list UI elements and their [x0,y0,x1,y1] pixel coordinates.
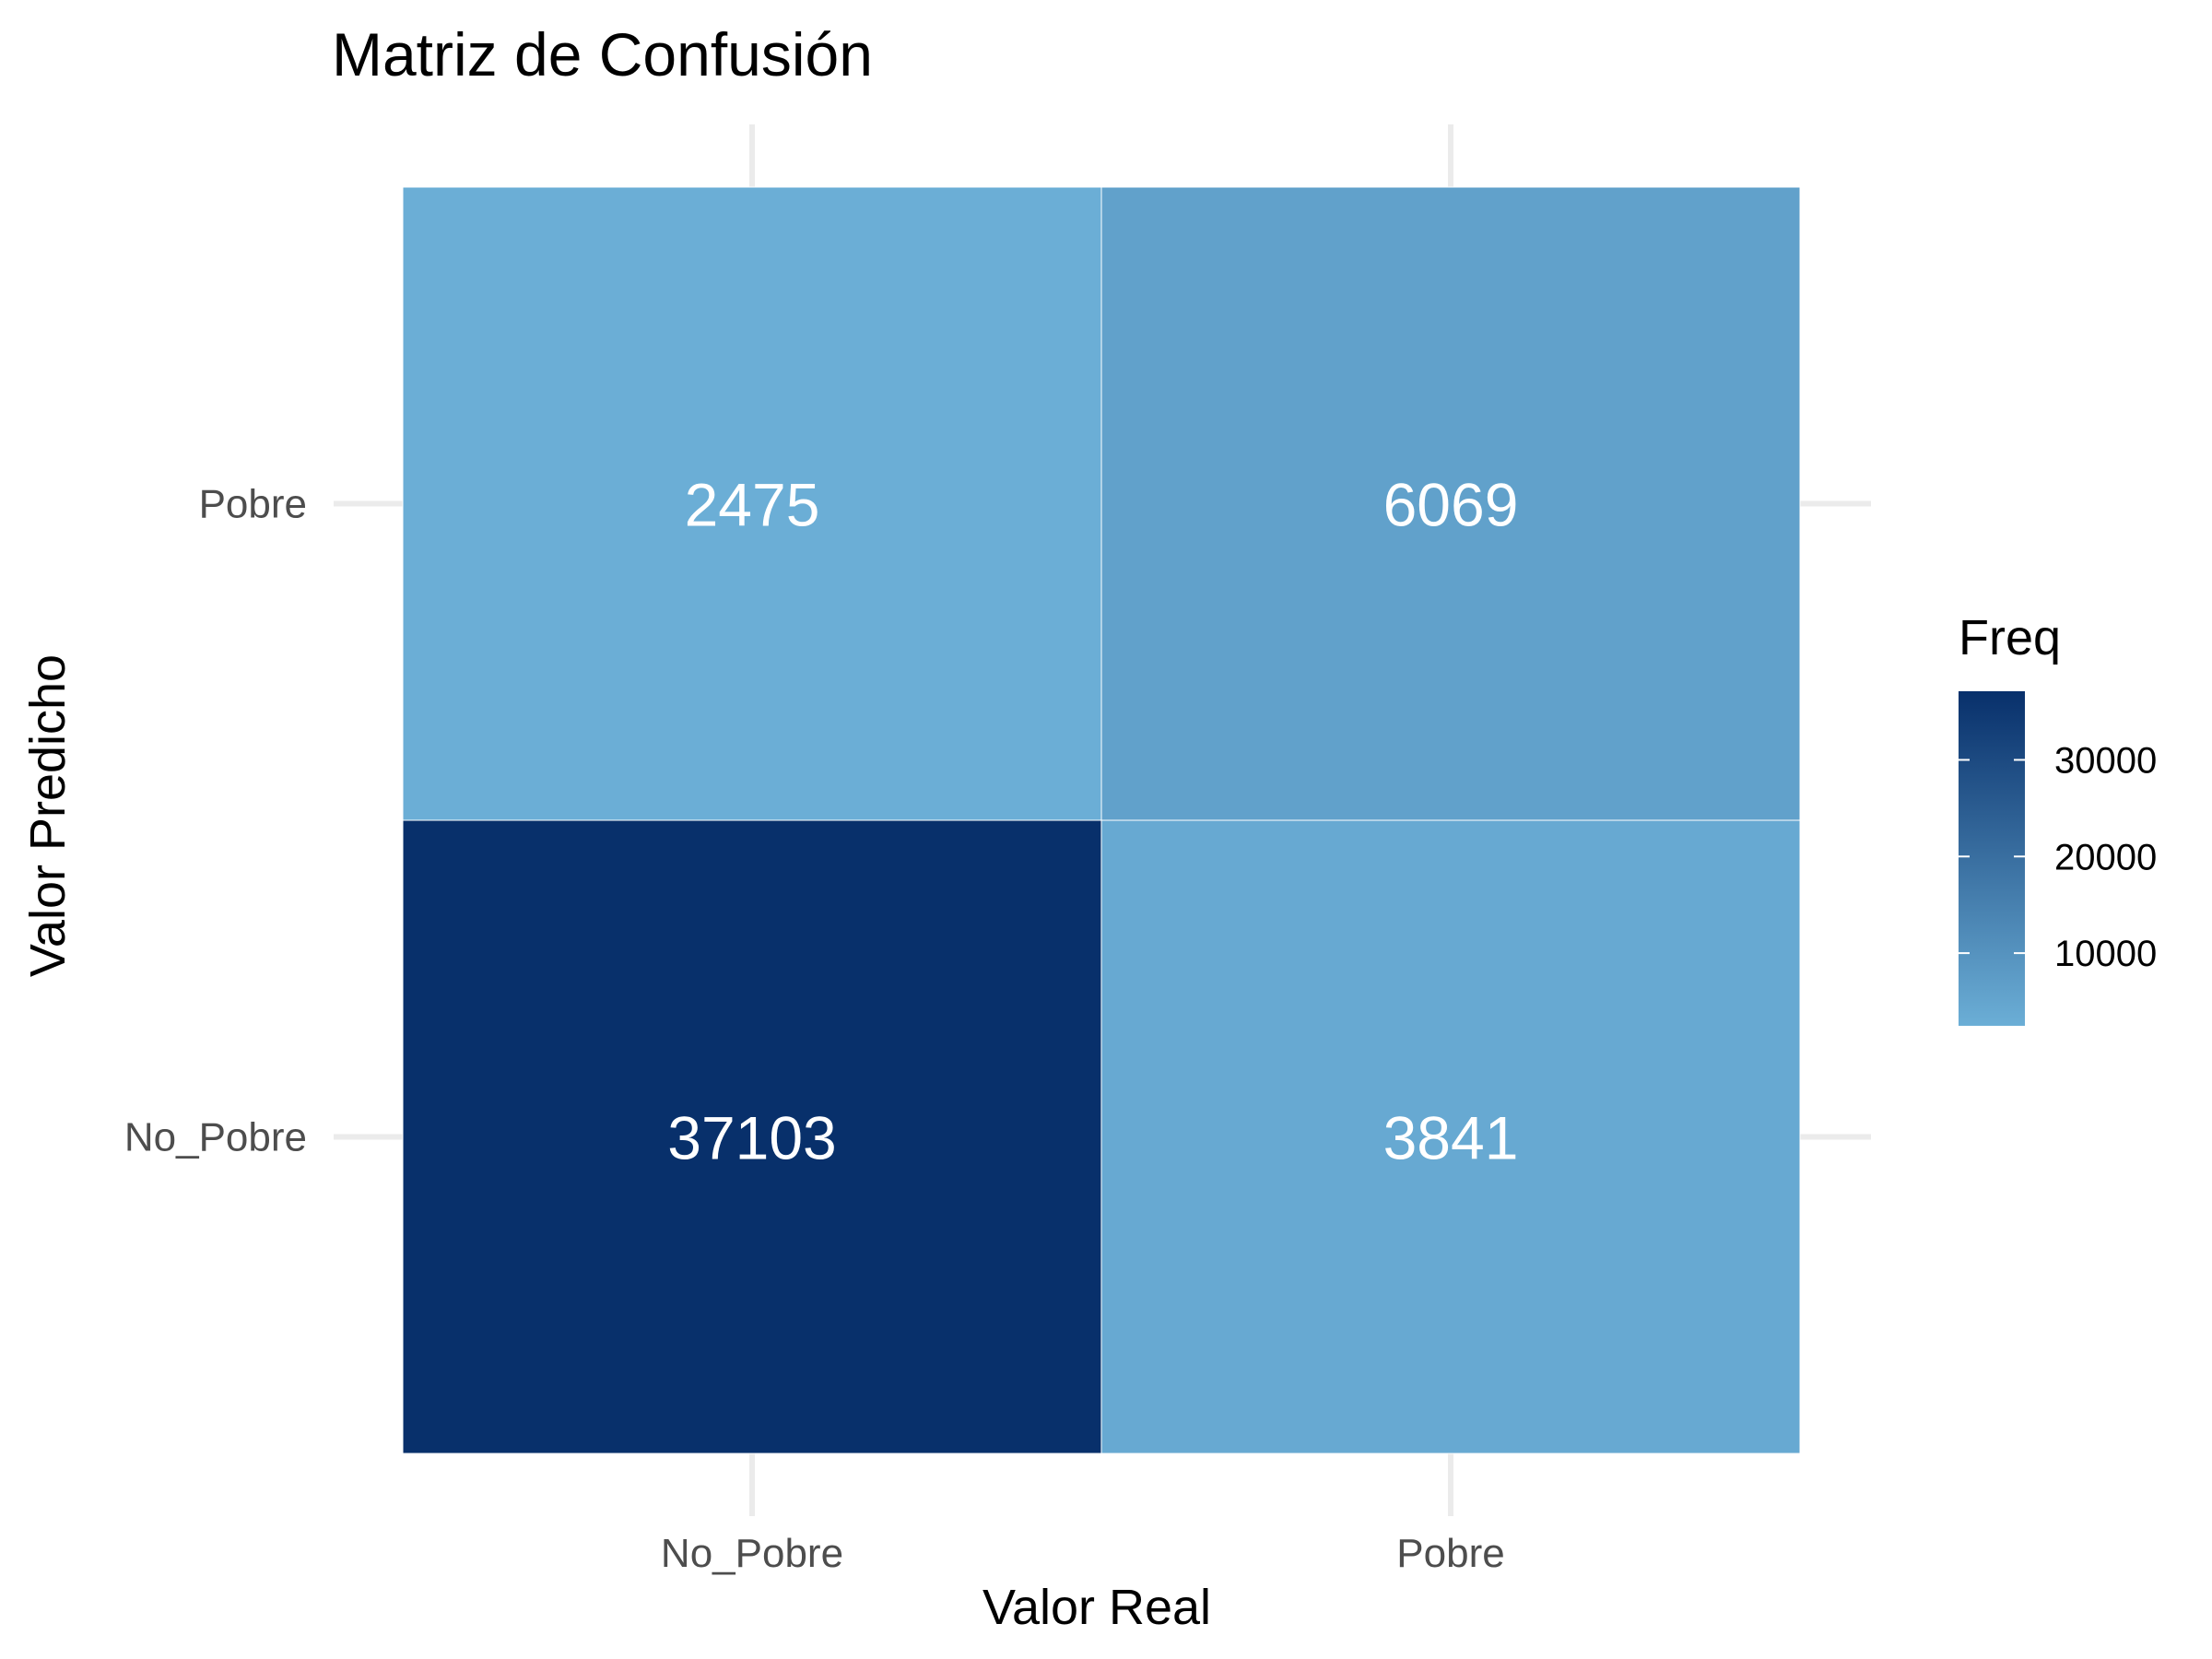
cell-value-label: 2475 [685,471,820,539]
y-axis-ticks: No_Pobre Pobre [124,482,307,1160]
cell-value-labels: 2475 6069 37103 3841 [667,471,1518,1172]
x-tick-label: No_Pobre [661,1531,843,1576]
heatmap-cell [1100,819,1801,1454]
cell-value-label: 3841 [1383,1104,1519,1172]
heatmap-cells [402,186,1801,1454]
x-axis-ticks: No_Pobre Pobre [661,1531,1505,1576]
y-tick-label: Pobre [199,482,307,527]
x-tick-label: Pobre [1396,1531,1504,1576]
legend-tick-label: 30000 [2054,740,2157,781]
heatmap-cell [402,819,1102,1454]
legend-title: Freq [1959,610,2061,665]
cell-value-label: 37103 [667,1104,837,1172]
heatmap-cell [402,186,1102,821]
legend-tick-label: 20000 [2054,837,2157,877]
y-axis-title: Valor Predicho [20,654,76,977]
cell-value-label: 6069 [1383,471,1519,539]
color-legend: Freq 10000 20000 30000 [1959,610,2157,1026]
legend-tick-label: 10000 [2054,934,2157,974]
legend-colorbar [1959,691,2025,1026]
x-axis-title: Valor Real [982,1580,1211,1635]
chart-title: Matriz de Confusión [332,20,873,88]
y-tick-label: No_Pobre [124,1115,307,1160]
